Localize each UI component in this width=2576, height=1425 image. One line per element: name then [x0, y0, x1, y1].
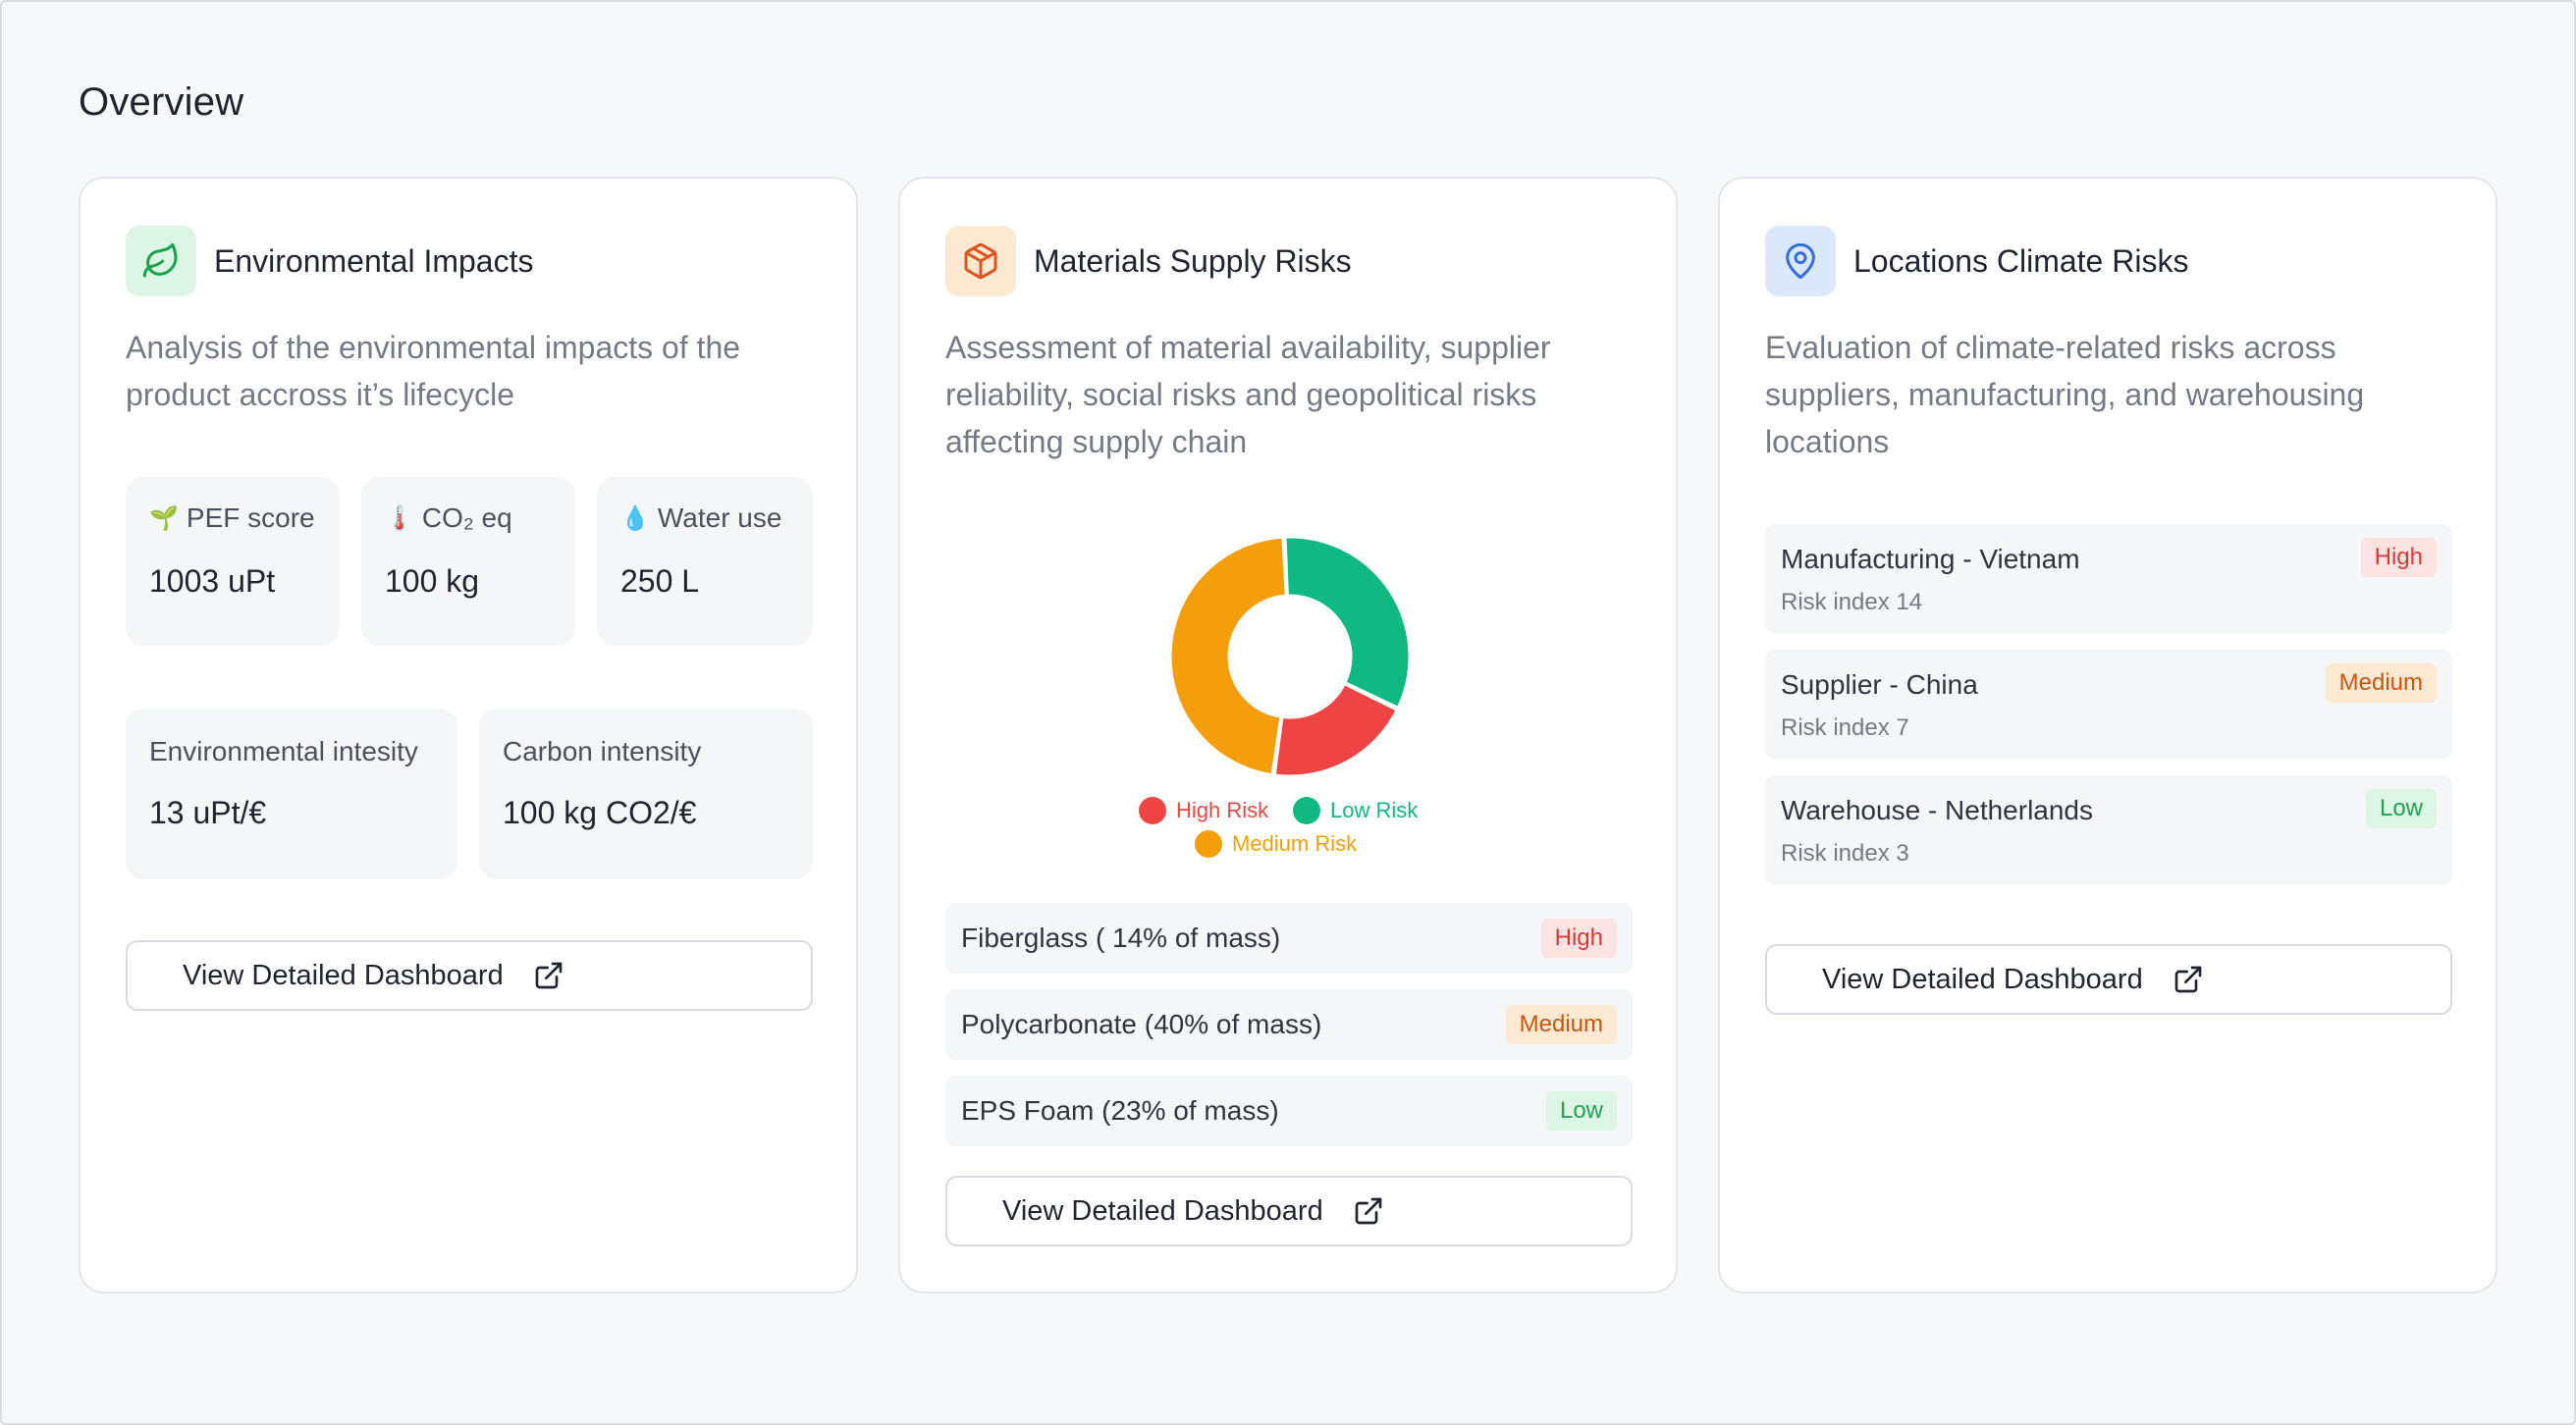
card-title: Locations Climate Risks — [1853, 242, 2189, 279]
card-description: Evaluation of climate-related risks acro… — [1765, 330, 2365, 459]
location-row: Manufacturing - Vietnam Risk index 14 Hi… — [1765, 524, 2452, 634]
slice-high-risk[interactable] — [1272, 681, 1400, 778]
card-title: Environmental Impacts — [214, 242, 534, 279]
risk-badge: Medium — [2325, 663, 2437, 703]
droplet-icon: 💧 — [620, 504, 650, 532]
material-row: Polycarbonate (40% of mass) Medium — [945, 989, 1633, 1060]
metric-environmental-intensity: Environmental intesity 13 uPt/€ — [126, 709, 457, 879]
map-pin-icon — [1765, 226, 1836, 296]
metric-value: 13 uPt/€ — [149, 795, 267, 830]
location-label: Manufacturing - Vietnam — [1781, 544, 2080, 574]
card-header: Materials Supply Risks — [945, 226, 1352, 296]
view-dashboard-button[interactable]: View Detailed Dashboard — [126, 940, 813, 1011]
risk-index: Risk index 3 — [1781, 840, 1909, 867]
button-label: View Detailed Dashboard — [1822, 963, 2143, 995]
metric-co2-eq: 🌡️ CO₂ eq 100 kg — [361, 477, 575, 646]
legend-dot-low — [1293, 797, 1320, 824]
card-title: Materials Supply Risks — [1034, 242, 1352, 279]
metric-label: Environmental intesity — [149, 736, 418, 766]
card-header: Locations Climate Risks — [1765, 226, 2188, 296]
metric-value: 1003 uPt — [149, 563, 276, 599]
risk-badge: High — [2360, 538, 2437, 577]
metric-pef-score: 🌱 PEF score 1003 uPt — [126, 477, 340, 646]
metric-value: 100 kg — [385, 563, 480, 599]
metric-label: 💧 Water use — [620, 502, 781, 534]
materials-supply-risks-card: Materials Supply Risks Assessment of mat… — [898, 177, 1678, 1293]
legend-low-risk: Low Risk — [1293, 797, 1418, 824]
material-row: EPS Foam (23% of mass) Low — [945, 1076, 1633, 1146]
external-link-icon — [2173, 964, 2204, 995]
legend-high-risk: High Risk — [1139, 797, 1268, 824]
material-label: Fiberglass ( 14% of mass) — [961, 923, 1281, 953]
seedling-icon: 🌱 — [149, 504, 179, 532]
metric-value: 250 L — [620, 563, 700, 599]
metric-water-use: 💧 Water use 250 L — [597, 477, 813, 646]
risk-badge: High — [1540, 919, 1617, 958]
card-description: Assessment of material availability, sup… — [945, 330, 1551, 459]
legend-label: Low Risk — [1330, 798, 1419, 822]
metric-label-text: Water use — [657, 502, 782, 533]
risk-donut-chart — [1168, 535, 1412, 778]
metric-value: 100 kg CO2/€ — [503, 795, 697, 830]
metric-label: 🌡️ CO₂ eq — [385, 502, 512, 534]
location-row: Warehouse - Netherlands Risk index 3 Low — [1765, 775, 2452, 885]
slice-medium-risk[interactable] — [1168, 535, 1288, 777]
metric-carbon-intensity: Carbon intensity 100 kg CO2/€ — [479, 709, 813, 879]
external-link-icon — [1353, 1195, 1384, 1227]
page-title: Overview — [79, 80, 244, 124]
risk-badge: Medium — [1505, 1005, 1617, 1044]
card-description: Analysis of the environmental impacts of… — [126, 330, 741, 412]
view-dashboard-button[interactable]: View Detailed Dashboard — [1765, 944, 2452, 1015]
material-label: EPS Foam (23% of mass) — [961, 1095, 1279, 1126]
card-header: Environmental Impacts — [126, 226, 533, 296]
metric-label: Carbon intensity — [503, 736, 702, 766]
legend-dot-high — [1139, 797, 1166, 824]
external-link-icon — [533, 960, 564, 991]
risk-index: Risk index 7 — [1781, 714, 1909, 741]
metric-label-text: CO₂ eq — [421, 502, 512, 533]
location-label: Warehouse - Netherlands — [1781, 795, 2094, 825]
locations-climate-risks-card: Locations Climate Risks Evaluation of cl… — [1718, 177, 2497, 1293]
button-label: View Detailed Dashboard — [183, 959, 504, 991]
leaf-icon — [126, 226, 196, 296]
package-icon — [945, 226, 1016, 296]
thermometer-icon: 🌡️ — [385, 504, 414, 532]
risk-index: Risk index 14 — [1781, 589, 1923, 615]
material-row: Fiberglass ( 14% of mass) High — [945, 903, 1633, 974]
location-row: Supplier - China Risk index 7 Medium — [1765, 650, 2452, 760]
environmental-impacts-card: Environmental Impacts Analysis of the en… — [79, 177, 858, 1293]
risk-badge: Low — [2365, 789, 2437, 828]
slice-low-risk[interactable] — [1283, 535, 1412, 711]
view-dashboard-button[interactable]: View Detailed Dashboard — [945, 1176, 1633, 1246]
metric-label-text: PEF score — [186, 502, 315, 533]
risk-badge: Low — [1545, 1091, 1617, 1131]
metric-label: 🌱 PEF score — [149, 502, 315, 534]
legend-label: High Risk — [1176, 798, 1269, 822]
legend-medium-risk: Medium Risk — [1195, 830, 1357, 858]
button-label: View Detailed Dashboard — [1002, 1194, 1323, 1227]
material-label: Polycarbonate (40% of mass) — [961, 1009, 1322, 1039]
legend-label: Medium Risk — [1232, 831, 1358, 856]
legend-dot-medium — [1195, 830, 1222, 858]
location-label: Supplier - China — [1781, 669, 1978, 700]
